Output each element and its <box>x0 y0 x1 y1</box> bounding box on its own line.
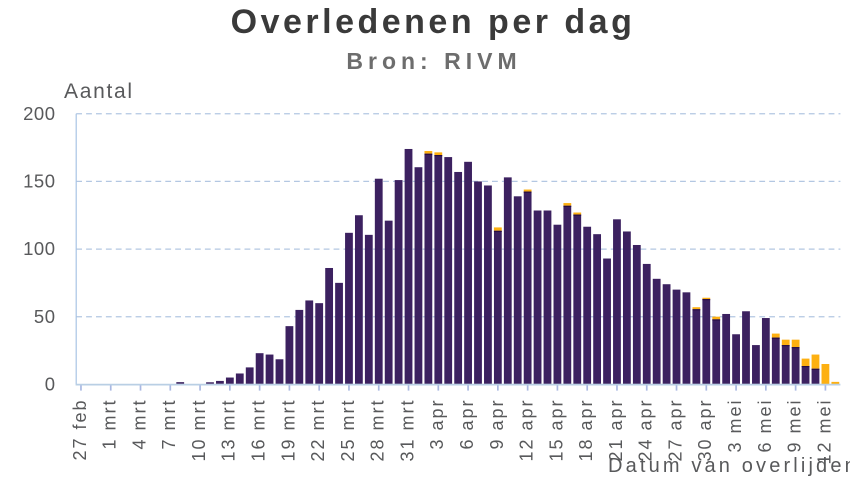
svg-text:10 mrt: 10 mrt <box>189 399 209 462</box>
svg-text:31 mrt: 31 mrt <box>397 399 417 462</box>
svg-text:24 apr: 24 apr <box>636 399 656 462</box>
svg-text:4 mrt: 4 mrt <box>129 399 149 450</box>
svg-text:27 feb: 27 feb <box>70 399 90 461</box>
svg-text:7 mrt: 7 mrt <box>159 399 179 450</box>
svg-text:100: 100 <box>23 238 55 259</box>
svg-text:Overledenen per dag: Overledenen per dag <box>231 3 636 41</box>
svg-text:3 mei: 3 mei <box>725 399 745 453</box>
svg-text:150: 150 <box>23 171 55 192</box>
svg-text:12 apr: 12 apr <box>517 399 537 462</box>
svg-text:13 mrt: 13 mrt <box>219 399 239 462</box>
svg-text:18 apr: 18 apr <box>576 399 596 462</box>
svg-text:6 apr: 6 apr <box>457 399 477 450</box>
svg-text:30 apr: 30 apr <box>695 399 715 462</box>
svg-text:3 apr: 3 apr <box>427 399 447 450</box>
svg-text:22 mrt: 22 mrt <box>308 399 328 462</box>
svg-text:28 mrt: 28 mrt <box>368 399 388 462</box>
svg-text:16 mrt: 16 mrt <box>249 399 269 462</box>
svg-text:6 mei: 6 mei <box>755 399 775 453</box>
svg-text:1 mrt: 1 mrt <box>100 399 120 450</box>
svg-text:Datum van overlijden: Datum van overlijden <box>608 455 850 477</box>
svg-text:19 mrt: 19 mrt <box>278 399 298 462</box>
svg-text:Bron: RIVM: Bron: RIVM <box>346 48 521 74</box>
svg-text:21 apr: 21 apr <box>606 399 626 462</box>
svg-text:200: 200 <box>23 103 55 124</box>
svg-text:27 apr: 27 apr <box>665 399 685 462</box>
svg-text:9 mei: 9 mei <box>785 399 805 453</box>
svg-text:15 apr: 15 apr <box>546 399 566 462</box>
svg-text:50: 50 <box>34 306 56 327</box>
svg-text:0: 0 <box>45 374 56 395</box>
svg-text:12 mei: 12 mei <box>814 399 834 465</box>
svg-text:9 apr: 9 apr <box>487 399 507 450</box>
svg-text:25 mrt: 25 mrt <box>338 399 358 462</box>
svg-text:Aantal: Aantal <box>64 80 134 103</box>
